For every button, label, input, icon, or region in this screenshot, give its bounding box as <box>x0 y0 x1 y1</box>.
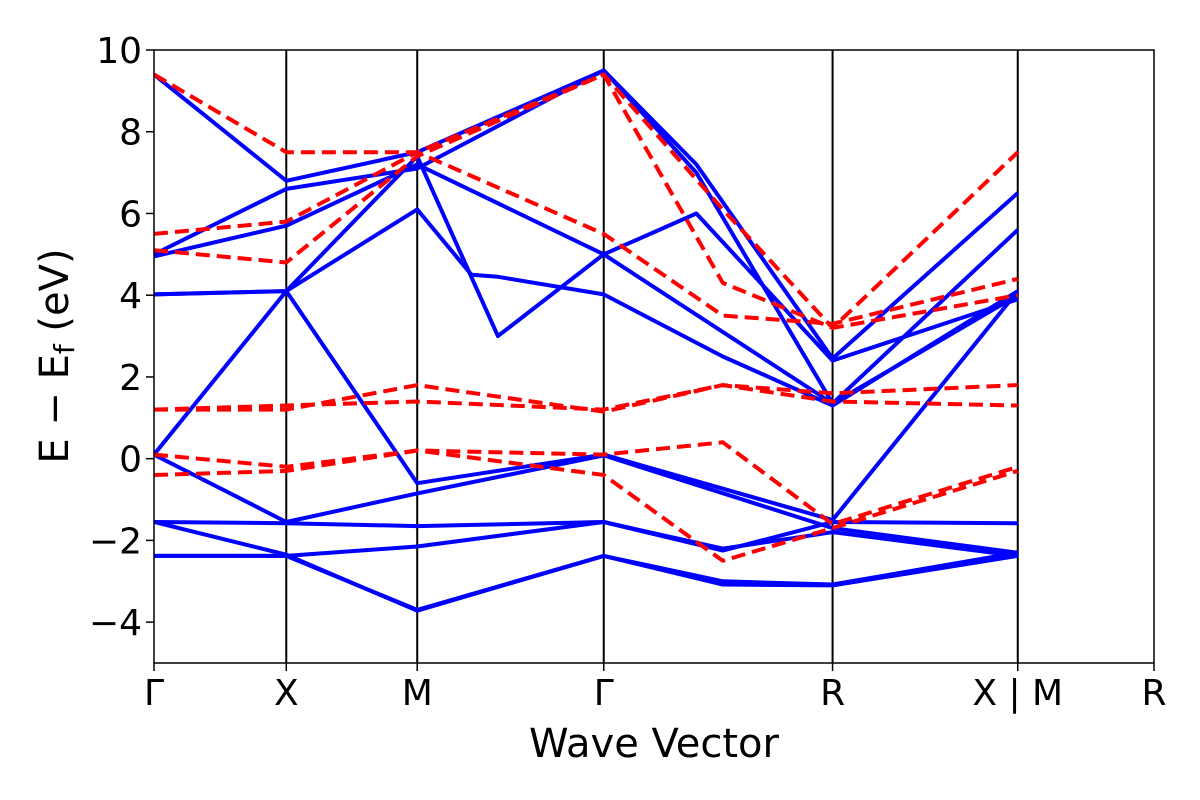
solid-band <box>154 520 1019 613</box>
x-tick-label: R <box>1141 673 1166 714</box>
solid-band <box>154 68 1020 406</box>
solid-band <box>154 289 1020 522</box>
solid-band <box>154 207 1019 408</box>
x-tick-label: X <box>274 673 299 714</box>
solid-band <box>154 520 1019 558</box>
x-tick-label: Γ <box>594 673 614 714</box>
solid-band <box>154 452 1019 555</box>
y-tick-label: 10 <box>96 31 142 72</box>
solid-band <box>154 68 1020 361</box>
y-tick-label: 8 <box>119 113 142 154</box>
solid-band <box>154 154 1019 406</box>
y-axis-title: E − Ef (eV) <box>32 248 81 463</box>
x-axis-ticks: Γ X M Γ R X | M R <box>144 663 1167 714</box>
y-tick-label: 6 <box>119 194 142 235</box>
y-axis-title-unit: (eV) <box>32 248 78 344</box>
x-axis-title: Wave Vector <box>529 721 780 767</box>
y-axis-ticks: −4 −2 0 2 4 6 8 10 <box>89 31 154 644</box>
dashed-band <box>154 383 1018 412</box>
y-axis-title-subscript: f <box>48 343 81 354</box>
solid-band <box>154 162 1019 363</box>
dashed-band <box>154 448 1019 563</box>
y-tick-label: 4 <box>119 276 142 317</box>
bands-layer <box>154 68 1020 613</box>
dashed-band <box>154 150 1019 326</box>
x-tick-label: X | M <box>972 673 1063 714</box>
x-tick-label: R <box>820 673 845 714</box>
dashed-band <box>154 440 1019 527</box>
dashed-band <box>154 72 1020 330</box>
y-tick-label: 0 <box>119 440 142 481</box>
x-tick-label: M <box>402 673 433 714</box>
x-tick-label: Γ <box>144 673 164 714</box>
y-axis-title-main: E − E <box>32 354 78 464</box>
y-tick-label: −4 <box>89 603 142 644</box>
dashed-band <box>154 383 1018 414</box>
plot-frame <box>153 49 1155 664</box>
y-tick-label: −2 <box>89 521 142 562</box>
y-tick-label: 2 <box>119 358 142 399</box>
